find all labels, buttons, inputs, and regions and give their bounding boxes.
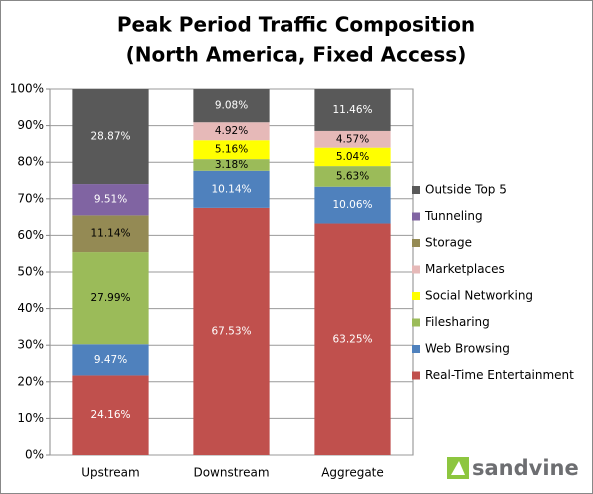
y-tick-label: 0% <box>25 448 44 462</box>
bar-segment <box>72 184 149 216</box>
data-label: 5.63% <box>336 170 369 182</box>
data-label: 10.14% <box>211 183 251 195</box>
bar-segment <box>314 223 391 455</box>
bar-segment <box>193 159 270 171</box>
data-label: 4.92% <box>215 125 248 137</box>
legend-label: Marketplaces <box>425 262 505 276</box>
x-tick-label: Downstream <box>193 466 269 480</box>
data-label: 9.08% <box>215 100 248 112</box>
legend-swatch <box>412 345 420 353</box>
bar-segment <box>72 375 149 455</box>
bar-segment <box>193 89 270 123</box>
y-tick-label: 80% <box>17 155 44 169</box>
chart-title: Peak Period Traffic Composition <box>117 13 475 37</box>
legend-swatch <box>412 265 420 274</box>
data-label: 28.87% <box>90 131 130 143</box>
data-label: 63.25% <box>332 333 372 345</box>
legend-label: Web Browsing <box>425 342 510 356</box>
bar-segment <box>193 122 270 141</box>
data-label: 24.16% <box>90 409 130 421</box>
y-tick-label: 30% <box>17 338 44 352</box>
data-label: 3.18% <box>215 159 248 171</box>
bar-segment <box>193 170 270 208</box>
legend-swatch <box>412 239 420 247</box>
data-label: 9.47% <box>94 354 127 366</box>
logo-icon <box>447 457 469 479</box>
x-tick-label: Upstream <box>81 466 139 480</box>
legend-swatch <box>412 212 420 221</box>
logo-text: sandvine <box>472 456 579 480</box>
legend-swatch <box>412 371 420 380</box>
y-tick-label: 10% <box>17 411 44 425</box>
legend-swatch <box>412 318 420 327</box>
y-tick-label: 50% <box>17 265 44 279</box>
legend-swatch <box>412 292 420 300</box>
bar-segment <box>314 186 391 224</box>
x-tick-label: Aggregate <box>321 466 384 480</box>
y-tick-label: 100% <box>10 82 44 96</box>
legend-label: Storage <box>425 236 472 250</box>
legend-label: Real-Time Entertainment <box>425 368 574 382</box>
data-label: 67.53% <box>211 325 251 337</box>
bar-segment <box>72 252 149 345</box>
legend-label: Filesharing <box>425 315 490 329</box>
bar-segment <box>72 89 149 185</box>
bar-segment <box>314 166 391 187</box>
data-label: 5.04% <box>336 151 369 163</box>
bar-segment <box>193 140 270 160</box>
data-label: 9.51% <box>94 194 127 206</box>
bar-segment <box>314 89 391 131</box>
legend-swatch <box>412 186 420 194</box>
y-tick-label: 20% <box>17 374 44 388</box>
y-tick-label: 70% <box>17 191 44 205</box>
data-label: 10.06% <box>332 199 372 211</box>
y-tick-label: 60% <box>17 228 44 242</box>
bar-segment <box>72 344 149 376</box>
data-label: 11.46% <box>332 104 372 116</box>
legend-label: Tunneling <box>424 209 483 223</box>
bar-segment <box>314 147 391 167</box>
data-label: 11.14% <box>90 228 130 240</box>
data-label: 5.16% <box>215 144 248 156</box>
bar-segment <box>72 215 149 253</box>
legend-label: Social Networking <box>425 289 533 303</box>
y-tick-label: 40% <box>17 301 44 315</box>
legend-label: Outside Top 5 <box>425 183 507 197</box>
chart-subtitle: (North America, Fixed Access) <box>126 43 467 67</box>
y-tick-label: 90% <box>17 118 44 132</box>
bar-segment <box>314 130 391 148</box>
data-label: 27.99% <box>90 292 130 304</box>
bar-segment <box>193 207 270 455</box>
data-label: 4.57% <box>336 133 369 145</box>
